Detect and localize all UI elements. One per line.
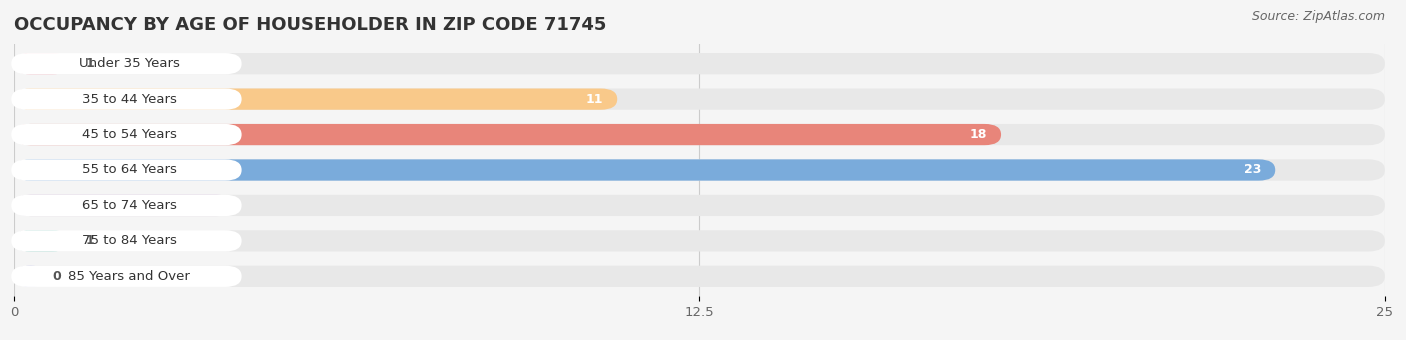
- FancyBboxPatch shape: [14, 159, 1275, 181]
- Text: Under 35 Years: Under 35 Years: [79, 57, 180, 70]
- FancyBboxPatch shape: [14, 266, 46, 287]
- FancyBboxPatch shape: [14, 53, 1385, 74]
- FancyBboxPatch shape: [14, 266, 1385, 287]
- Text: 4: 4: [211, 199, 219, 212]
- FancyBboxPatch shape: [11, 124, 242, 145]
- FancyBboxPatch shape: [14, 230, 69, 252]
- FancyBboxPatch shape: [11, 88, 242, 110]
- FancyBboxPatch shape: [11, 230, 242, 252]
- FancyBboxPatch shape: [11, 195, 242, 216]
- FancyBboxPatch shape: [11, 159, 242, 181]
- FancyBboxPatch shape: [14, 124, 1385, 145]
- FancyBboxPatch shape: [14, 195, 233, 216]
- FancyBboxPatch shape: [11, 53, 242, 74]
- Text: 75 to 84 Years: 75 to 84 Years: [82, 234, 177, 248]
- FancyBboxPatch shape: [14, 88, 617, 110]
- Text: 55 to 64 Years: 55 to 64 Years: [82, 164, 177, 176]
- FancyBboxPatch shape: [14, 124, 1001, 145]
- FancyBboxPatch shape: [14, 53, 69, 74]
- Text: 45 to 54 Years: 45 to 54 Years: [82, 128, 177, 141]
- FancyBboxPatch shape: [11, 266, 242, 287]
- Text: 0: 0: [52, 270, 62, 283]
- Text: 1: 1: [86, 57, 94, 70]
- FancyBboxPatch shape: [14, 230, 1385, 252]
- Text: 35 to 44 Years: 35 to 44 Years: [82, 92, 177, 106]
- FancyBboxPatch shape: [14, 88, 1385, 110]
- Text: 11: 11: [586, 92, 603, 106]
- Text: Source: ZipAtlas.com: Source: ZipAtlas.com: [1251, 10, 1385, 23]
- Text: 18: 18: [970, 128, 987, 141]
- FancyBboxPatch shape: [14, 159, 1385, 181]
- Text: 23: 23: [1244, 164, 1261, 176]
- Text: 1: 1: [86, 234, 94, 248]
- FancyBboxPatch shape: [14, 195, 1385, 216]
- Text: OCCUPANCY BY AGE OF HOUSEHOLDER IN ZIP CODE 71745: OCCUPANCY BY AGE OF HOUSEHOLDER IN ZIP C…: [14, 16, 606, 34]
- Text: 65 to 74 Years: 65 to 74 Years: [82, 199, 177, 212]
- Text: 85 Years and Over: 85 Years and Over: [69, 270, 190, 283]
